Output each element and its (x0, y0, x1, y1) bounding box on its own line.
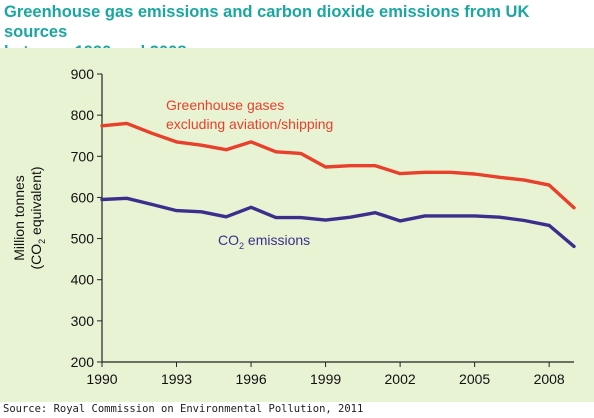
series-label-co2-suffix: emissions (244, 232, 310, 248)
y-tick-label: 500 (71, 231, 95, 247)
x-tick-label: 2002 (385, 371, 416, 387)
series-label-greenhouse-line-2: excluding aviation/shipping (166, 116, 333, 132)
y-tick-label: 600 (71, 189, 95, 205)
x-tick-label: 2008 (534, 371, 565, 387)
series-label-greenhouse-line-1: Greenhouse gases (166, 97, 284, 113)
series-label-co2-subscript: 2 (239, 241, 244, 251)
plot-panel (0, 48, 594, 402)
source-note: Source: Royal Commission on Environmenta… (3, 403, 364, 415)
tick-labels: 200 300 400 500 600 700 800 900 1990 1993 1996 1999… (71, 66, 565, 387)
x-tick-label: 1990 (86, 371, 117, 387)
x-tick-label: 1993 (161, 371, 192, 387)
y-axis-label-subscript: 2 (37, 239, 47, 244)
x-tick-label: 2005 (459, 371, 490, 387)
y-tick-label: 700 (71, 148, 95, 164)
axes (97, 73, 574, 367)
x-tick-label: 1996 (235, 371, 266, 387)
y-axis-label-line-1: Million tonnes (11, 175, 27, 261)
y-axis-label-line-2: (CO2 equivalent) (28, 166, 47, 269)
y-tick-label: 300 (71, 313, 95, 329)
series-label-co2: CO2 emissions (218, 232, 310, 251)
y-tick-label: 900 (71, 66, 95, 82)
series-lines (100, 121, 576, 249)
series-line-co2 (100, 196, 576, 249)
series-label-co2-prefix: CO (218, 232, 239, 248)
title-band: Greenhouse gas emissions and carbon diox… (0, 0, 594, 61)
y-axis-label-prefix: (CO (28, 244, 44, 270)
y-axis-label: Million tonnes (CO2 equivalent) (11, 166, 47, 269)
y-axis-label-suffix: equivalent) (28, 166, 44, 238)
series-line-greenhouse-gases (100, 121, 576, 210)
chart-title-line-1: Greenhouse gas emissions and carbon diox… (4, 3, 530, 41)
y-tick-label: 200 (71, 354, 95, 370)
y-tick-label: 400 (71, 272, 95, 288)
x-tick-label: 1999 (310, 371, 341, 387)
y-tick-label: 800 (71, 107, 95, 123)
